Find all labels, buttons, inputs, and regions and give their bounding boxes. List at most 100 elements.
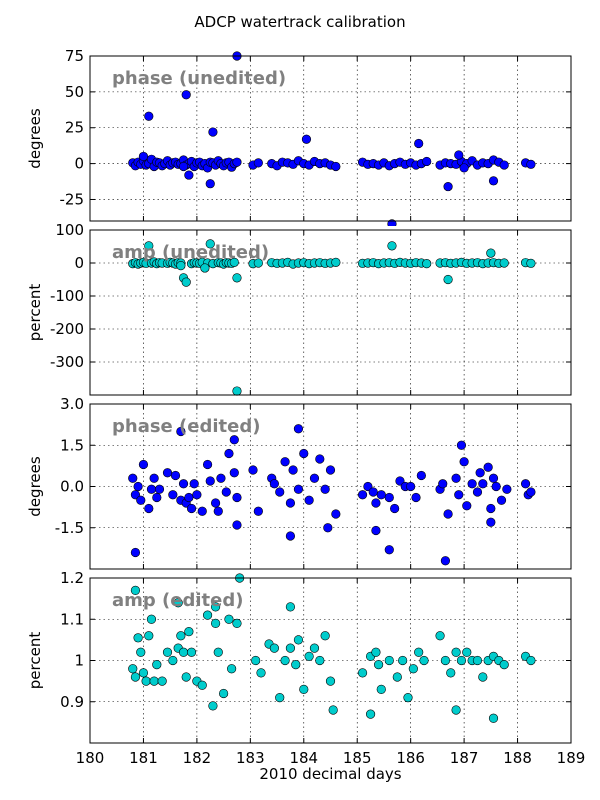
data-point bbox=[472, 655, 483, 666]
data-point bbox=[291, 660, 301, 670]
data-point bbox=[459, 457, 469, 467]
y-tick-label: 1.5 bbox=[60, 436, 84, 454]
data-point bbox=[232, 273, 242, 283]
data-point bbox=[365, 709, 376, 719]
data-point bbox=[205, 476, 215, 486]
data-point bbox=[299, 448, 309, 459]
data-point bbox=[443, 274, 453, 285]
x-tick-label: 183 bbox=[236, 749, 265, 767]
data-point bbox=[178, 161, 189, 172]
data-point bbox=[478, 672, 488, 682]
data-point bbox=[205, 179, 215, 189]
data-point bbox=[331, 161, 341, 172]
data-point bbox=[478, 479, 488, 489]
data-point bbox=[414, 647, 424, 657]
data-point bbox=[293, 635, 304, 645]
data-point bbox=[440, 556, 451, 566]
data-point bbox=[208, 701, 218, 711]
data-point bbox=[411, 492, 421, 503]
data-point bbox=[304, 495, 314, 505]
data-point bbox=[443, 181, 453, 192]
data-point bbox=[248, 465, 258, 475]
data-point bbox=[253, 258, 263, 268]
data-point bbox=[229, 257, 239, 267]
data-point bbox=[285, 498, 296, 508]
data-point bbox=[162, 647, 173, 657]
data-point bbox=[232, 157, 242, 167]
data-point bbox=[472, 487, 483, 497]
data-point bbox=[146, 614, 157, 624]
y-tick-label: 0 bbox=[74, 155, 84, 173]
data-point bbox=[384, 655, 394, 666]
data-point bbox=[170, 470, 181, 481]
data-point bbox=[210, 618, 221, 628]
data-point bbox=[176, 631, 186, 641]
data-point bbox=[315, 655, 325, 666]
data-point bbox=[178, 647, 189, 657]
y-axis-label: degrees bbox=[26, 108, 44, 169]
data-point bbox=[422, 156, 432, 167]
data-point bbox=[210, 498, 221, 508]
data-point bbox=[435, 631, 445, 641]
data-point bbox=[256, 668, 266, 678]
data-point bbox=[197, 680, 207, 690]
data-point bbox=[130, 547, 141, 558]
y-tick-label: -25 bbox=[60, 190, 85, 208]
data-point bbox=[315, 454, 325, 464]
data-point bbox=[374, 660, 384, 670]
data-point bbox=[486, 517, 496, 527]
data-point bbox=[483, 462, 493, 472]
y-tick-label: 3.0 bbox=[60, 395, 84, 413]
y-tick-label: -200 bbox=[50, 320, 84, 338]
data-point bbox=[443, 509, 453, 519]
data-point bbox=[138, 668, 149, 678]
data-point bbox=[422, 259, 432, 269]
x-tick-label: 185 bbox=[343, 749, 372, 767]
y-tick-label: 25 bbox=[65, 119, 84, 137]
plot-area bbox=[90, 56, 571, 221]
y-tick-label: 0.9 bbox=[60, 693, 84, 711]
data-point bbox=[210, 602, 221, 612]
data-point bbox=[152, 492, 162, 503]
data-point bbox=[371, 498, 381, 508]
y-tick-label: 75 bbox=[65, 47, 84, 65]
data-point bbox=[221, 487, 231, 497]
data-point bbox=[144, 111, 154, 121]
data-point bbox=[130, 585, 141, 595]
y-axis-label: percent bbox=[26, 284, 44, 342]
plot-frame bbox=[89, 229, 572, 396]
panel-3: -1.5 0.0 1.5 3.0 degrees phase (edited) bbox=[26, 395, 572, 570]
panel-1: -25 0 25 50 75 degrees phase (unedited) bbox=[26, 47, 572, 226]
data-point bbox=[162, 468, 173, 478]
data-point bbox=[357, 490, 368, 500]
data-point bbox=[499, 660, 509, 670]
y-tick-label: 1 bbox=[74, 652, 84, 670]
data-point bbox=[285, 531, 296, 541]
data-point bbox=[408, 664, 418, 674]
data-point bbox=[488, 713, 499, 723]
x-tick-label: 181 bbox=[129, 749, 158, 767]
data-point bbox=[526, 655, 536, 666]
panels-group: -25 0 25 50 75 degrees phase (unedited) -300 -20… bbox=[26, 47, 585, 767]
x-tick-label: 186 bbox=[396, 749, 425, 767]
data-point bbox=[451, 705, 461, 715]
data-point bbox=[202, 459, 213, 470]
data-point bbox=[488, 473, 499, 483]
data-point bbox=[526, 159, 536, 169]
data-point bbox=[178, 479, 189, 489]
x-tick-label: 184 bbox=[289, 749, 318, 767]
data-point bbox=[395, 476, 405, 486]
data-point bbox=[301, 134, 312, 144]
y-tick-label: 1.1 bbox=[60, 610, 84, 628]
data-point bbox=[130, 490, 141, 500]
data-point bbox=[141, 676, 151, 686]
data-point bbox=[456, 655, 467, 666]
data-point bbox=[136, 647, 146, 657]
data-point bbox=[186, 503, 197, 514]
y-tick-label: 0.0 bbox=[60, 478, 84, 496]
data-point bbox=[176, 426, 186, 437]
data-point bbox=[184, 170, 194, 180]
plot-frame bbox=[89, 403, 572, 570]
data-point bbox=[154, 484, 165, 494]
